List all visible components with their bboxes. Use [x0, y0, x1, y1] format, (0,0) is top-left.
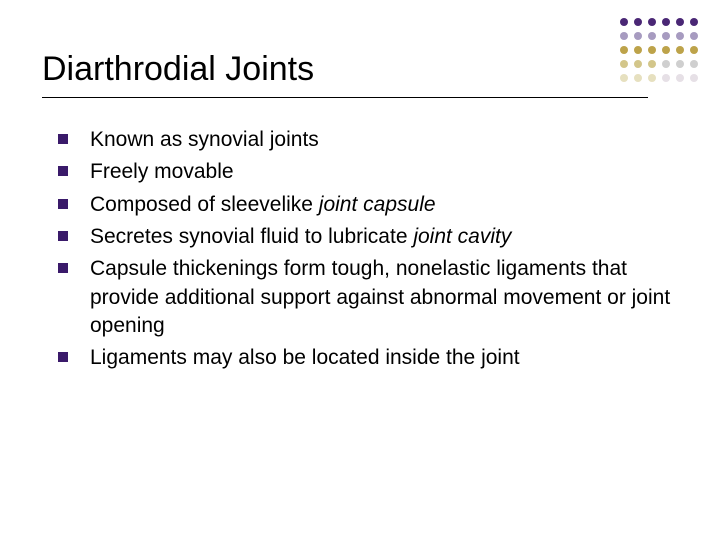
- decor-dot: [662, 74, 670, 82]
- decor-dot: [662, 18, 670, 26]
- decor-dot: [690, 32, 698, 40]
- list-item: Capsule thickenings form tough, nonelast…: [58, 255, 678, 340]
- bullet-list: Known as synovial joints Freely movable Co…: [42, 126, 678, 373]
- bullet-icon: [58, 263, 68, 273]
- decor-dot: [690, 46, 698, 54]
- decor-dot: [634, 32, 642, 40]
- decor-dot: [648, 60, 656, 68]
- slide-content: Diarthrodial Joints Known as synovial jo…: [0, 0, 720, 373]
- decor-dot: [690, 18, 698, 26]
- decor-dot: [662, 32, 670, 40]
- decor-dot: [676, 18, 684, 26]
- decor-dot: [634, 74, 642, 82]
- decor-dot: [662, 46, 670, 54]
- decor-dot: [634, 46, 642, 54]
- decor-dot: [662, 60, 670, 68]
- list-item: Ligaments may also be located inside the…: [58, 344, 678, 372]
- decor-dot: [634, 60, 642, 68]
- decor-dot: [634, 18, 642, 26]
- bullet-text: Capsule thickenings form tough, nonelast…: [90, 255, 678, 340]
- bullet-text: Composed of sleevelike joint capsule: [90, 191, 436, 219]
- bullet-text: Ligaments may also be located inside the…: [90, 344, 520, 372]
- decor-dot: [676, 32, 684, 40]
- bullet-icon: [58, 199, 68, 209]
- bullet-icon: [58, 352, 68, 362]
- list-item: Secretes synovial fluid to lubricate joi…: [58, 223, 678, 251]
- slide-title: Diarthrodial Joints: [42, 50, 648, 89]
- bullet-text: Secretes synovial fluid to lubricate joi…: [90, 223, 511, 251]
- bullet-text: Freely movable: [90, 158, 234, 186]
- bullet-text: Known as synovial joints: [90, 126, 319, 154]
- title-container: Diarthrodial Joints: [42, 50, 648, 98]
- list-item: Freely movable: [58, 158, 678, 186]
- bullet-icon: [58, 231, 68, 241]
- list-item: Composed of sleevelike joint capsule: [58, 191, 678, 219]
- decor-dot: [620, 18, 628, 26]
- bullet-icon: [58, 134, 68, 144]
- decor-dot: [648, 18, 656, 26]
- decor-dot: [620, 32, 628, 40]
- decor-dot: [648, 74, 656, 82]
- decor-dot: [620, 74, 628, 82]
- list-item: Known as synovial joints: [58, 126, 678, 154]
- decor-dot: [648, 46, 656, 54]
- decor-dot: [690, 74, 698, 82]
- decor-dot: [690, 60, 698, 68]
- decor-dot: [676, 74, 684, 82]
- decor-dot: [676, 60, 684, 68]
- decor-dot: [676, 46, 684, 54]
- decor-dot: [648, 32, 656, 40]
- decorative-dot-grid: [620, 18, 698, 88]
- decor-dot: [620, 46, 628, 54]
- decor-dot: [620, 60, 628, 68]
- bullet-icon: [58, 166, 68, 176]
